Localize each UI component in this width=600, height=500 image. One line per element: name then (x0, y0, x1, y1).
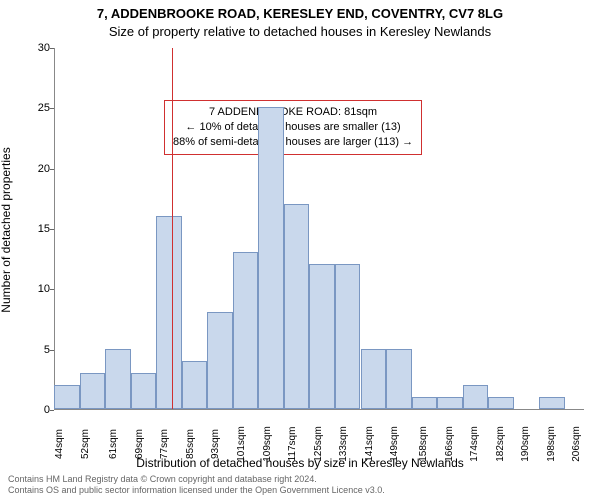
y-tick-label: 15 (20, 223, 50, 235)
x-tick-label: 69sqm (134, 429, 145, 459)
histogram-bar (412, 397, 438, 409)
x-tick-label: 61sqm (108, 429, 119, 459)
plot-area: 7 ADDENBROOKE ROAD: 81sqm ← 10% of detac… (54, 48, 584, 410)
y-tick-mark (50, 169, 54, 170)
histogram-bar (488, 397, 514, 409)
histogram-bar (258, 107, 284, 409)
y-axis-label: Number of detached properties (0, 147, 13, 312)
histogram-bar (54, 385, 80, 409)
histogram-bar (80, 373, 106, 409)
histogram-bar (284, 204, 310, 409)
y-tick-label: 20 (20, 163, 50, 175)
y-tick-mark (50, 108, 54, 109)
y-tick-mark (50, 289, 54, 290)
histogram-bar (361, 349, 387, 409)
x-tick-label: 52sqm (80, 429, 91, 459)
histogram-bar (386, 349, 412, 409)
histogram-bar (437, 397, 463, 409)
annotation-line3: 88% of semi-detached houses are larger (… (173, 135, 413, 150)
y-tick-mark (50, 410, 54, 411)
y-tick-mark (50, 48, 54, 49)
histogram-bar (207, 312, 233, 409)
histogram-bar (131, 373, 157, 409)
y-tick-label: 10 (20, 283, 50, 295)
y-tick-label: 5 (20, 344, 50, 356)
marker-line (172, 48, 173, 409)
histogram-bar (156, 216, 182, 409)
title-line2: Size of property relative to detached ho… (0, 24, 600, 39)
annotation-line2: ← 10% of detached houses are smaller (13… (173, 120, 413, 135)
x-tick-label: 85sqm (185, 429, 196, 459)
y-tick-mark (50, 229, 54, 230)
histogram-bar (335, 264, 361, 409)
histogram-bar (539, 397, 565, 409)
histogram-bar (105, 349, 131, 409)
x-tick-label: 93sqm (210, 429, 221, 459)
y-tick-label: 0 (20, 404, 50, 416)
chart-container: 7, ADDENBROOKE ROAD, KERESLEY END, COVEN… (0, 0, 600, 500)
x-axis-label: Distribution of detached houses by size … (0, 456, 600, 470)
y-tick-label: 25 (20, 102, 50, 114)
histogram-bar (309, 264, 335, 409)
footer-line1: Contains HM Land Registry data © Crown c… (8, 474, 592, 485)
footer-attribution: Contains HM Land Registry data © Crown c… (8, 474, 592, 497)
x-tick-label: 77sqm (159, 429, 170, 459)
title-line1: 7, ADDENBROOKE ROAD, KERESLEY END, COVEN… (0, 6, 600, 21)
y-tick-mark (50, 350, 54, 351)
annotation-line1: 7 ADDENBROOKE ROAD: 81sqm (173, 105, 413, 120)
y-tick-label: 30 (20, 42, 50, 54)
histogram-bar (182, 361, 208, 409)
histogram-bar (233, 252, 259, 409)
annotation-box: 7 ADDENBROOKE ROAD: 81sqm ← 10% of detac… (164, 100, 422, 155)
x-tick-label: 44sqm (54, 429, 65, 459)
footer-line2: Contains OS and public sector informatio… (8, 485, 592, 496)
histogram-bar (463, 385, 489, 409)
